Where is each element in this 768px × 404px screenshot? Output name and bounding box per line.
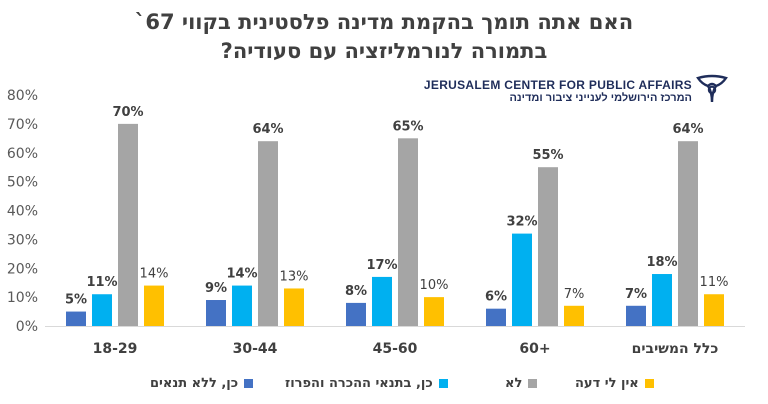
chart-legend: כן, ללא תנאים כן, בתנאי ההכרה והפרוז לא אין… [0,372,768,394]
bar-0-0 [66,311,86,326]
bar-2-0 [118,123,138,326]
data-label-2-3: 55% [532,148,563,163]
x-tick-label-3: 60+ [519,341,550,357]
y-tick-label-5: 50% [7,175,38,191]
title-line-1: האם אתה תומך בהקמת מדינה פלסטינית בקווי … [134,10,634,34]
data-label-2-0: 70% [112,105,143,120]
x-tick-label-0: 18-29 [93,341,138,357]
bar-3-3 [564,305,584,326]
bar-chart: 0% 10% 20% 30% 40% 50% 60% 70% 80% 5% 11% 70% 14% 18-… [7,88,745,357]
bar-2-3 [538,167,558,326]
y-tick-label-4: 40% [7,204,38,220]
data-label-1-3: 32% [506,215,537,230]
legend-swatch-0 [244,378,254,388]
data-label-0-3: 6% [485,290,507,305]
bar-1-1 [232,285,252,326]
y-tick-label-0: 0% [16,319,38,335]
bar-1-0 [92,294,112,326]
bar-3-0 [144,285,164,326]
title-line-2: בתמורה לנורמליזציה עם סעודיה? [220,39,548,63]
bar-3-4 [704,294,724,326]
bar-3-2 [424,297,444,326]
bar-3-1 [284,288,304,326]
bar-1-2 [372,276,392,326]
bar-0-4 [626,305,646,326]
bar-0-2 [346,302,366,326]
legend-item-3: אין לי דעה [575,372,654,394]
legend-label-1: כן, בתנאי ההכרה והפרוז [285,375,433,391]
bar-0-1 [206,300,226,326]
data-label-2-2: 65% [392,119,423,134]
data-label-3-1: 13% [280,269,309,284]
legend-swatch-3 [644,378,654,388]
bar-2-1 [258,141,278,326]
legend-label-3: אין לי דעה [575,375,639,391]
y-tick-label-6: 60% [7,146,38,162]
legend-label-0: כן, ללא תנאים [150,375,239,391]
data-label-0-0: 5% [65,293,87,308]
legend-item-1: כן, בתנאי ההכרה והפרוז [285,372,448,394]
y-tick-label-3: 30% [7,232,38,248]
data-label-1-4: 18% [646,255,677,270]
data-label-1-1: 14% [226,267,257,282]
data-label-1-0: 11% [86,275,117,290]
x-tick-label-4: כלל המשיבים [632,341,719,357]
data-label-3-0: 14% [140,267,169,282]
data-label-0-1: 9% [205,281,227,296]
bar-0-3 [486,308,506,326]
chart-title: האם אתה תומך בהקמת מדינה פלסטינית בקווי … [0,8,768,66]
jcpa-emblem-icon [696,74,728,103]
bar-1-4 [652,274,672,326]
x-tick-label-2: 45-60 [373,341,418,357]
data-label-1-2: 17% [366,258,397,273]
bar-2-2 [398,138,418,326]
y-tick-label-8: 80% [7,88,38,104]
legend-label-2: לא [505,375,523,391]
legend-swatch-2 [528,378,538,388]
bar-1-3 [512,233,532,326]
legend-item-0: כן, ללא תנאים [150,372,254,394]
bar-2-4 [678,141,698,326]
data-label-2-4: 64% [672,122,703,137]
data-label-2-1: 64% [252,122,283,137]
data-label-3-4: 11% [700,275,729,290]
y-tick-label-7: 70% [7,117,38,133]
data-label-0-2: 8% [345,284,367,299]
x-tick-label-1: 30-44 [233,341,278,357]
y-tick-label-1: 10% [7,290,38,306]
jcpa-logo: JERUSALEM CENTER FOR PUBLIC AFFAIRS המרכ… [424,70,736,110]
y-tick-label-2: 20% [7,261,38,277]
data-label-3-3: 7% [564,287,585,302]
legend-item-2: לא [505,372,538,394]
legend-swatch-1 [438,378,448,388]
data-label-0-4: 7% [625,287,647,302]
logo-text-en: JERUSALEM CENTER FOR PUBLIC AFFAIRS [423,78,692,92]
logo-text-he: המרכז הירושלמי לענייני ציבור ומדינה [509,92,692,104]
data-label-3-2: 10% [420,278,449,293]
